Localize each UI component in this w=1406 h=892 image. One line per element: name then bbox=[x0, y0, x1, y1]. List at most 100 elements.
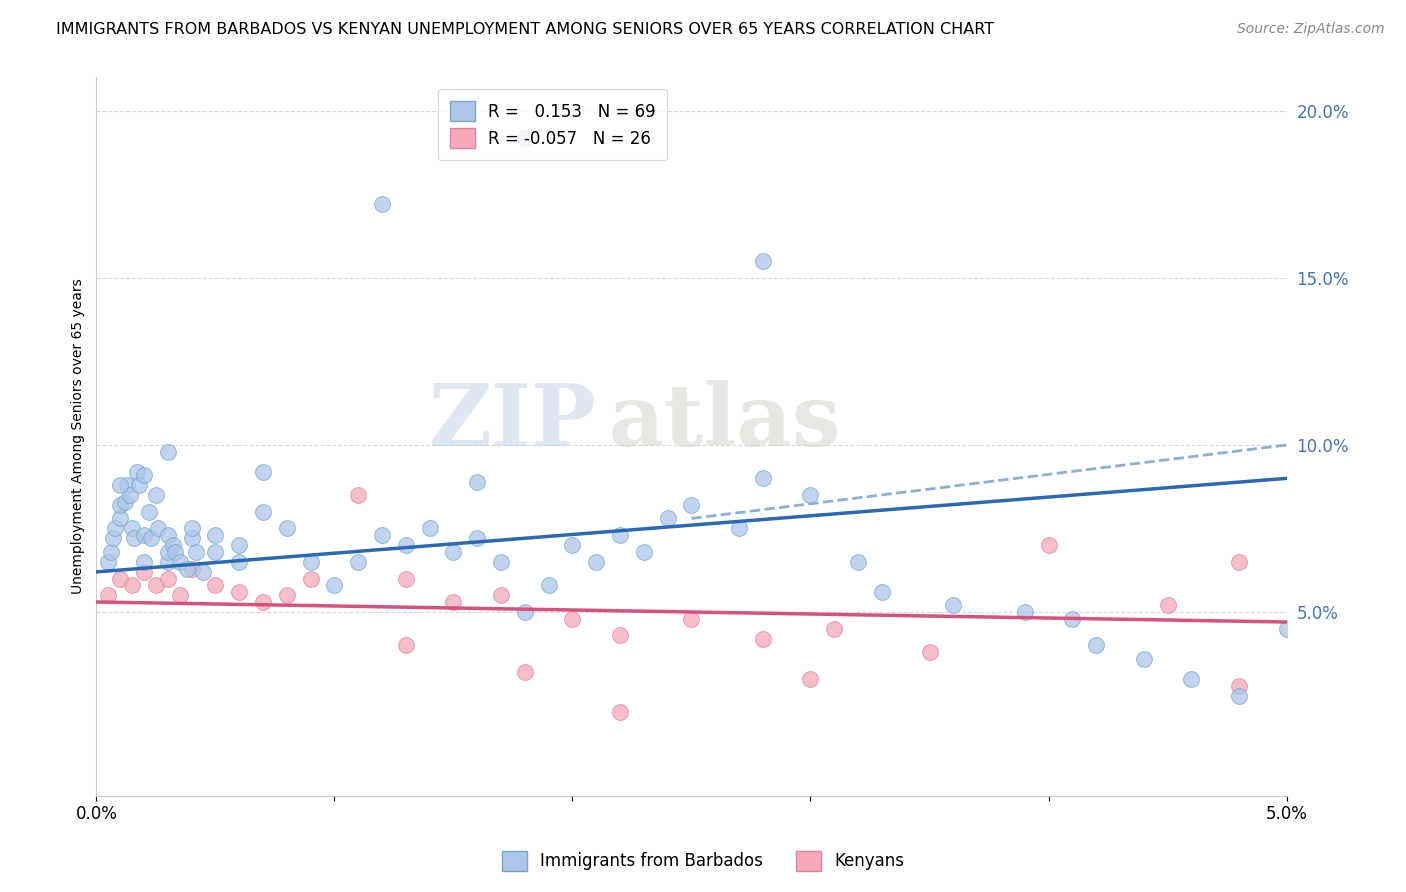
Point bbox=[104, 521, 127, 535]
Point bbox=[169, 555, 191, 569]
Point bbox=[561, 612, 583, 626]
Point bbox=[799, 488, 821, 502]
Point bbox=[100, 545, 122, 559]
Point bbox=[193, 565, 215, 579]
Point bbox=[108, 478, 131, 492]
Point bbox=[156, 555, 179, 569]
Point bbox=[132, 555, 155, 569]
Point bbox=[347, 555, 370, 569]
Point bbox=[752, 471, 775, 485]
Point bbox=[97, 588, 120, 602]
Point bbox=[513, 665, 536, 680]
Point bbox=[132, 565, 155, 579]
Point bbox=[276, 521, 298, 535]
Point bbox=[128, 478, 150, 492]
Point bbox=[156, 444, 179, 458]
Point bbox=[1275, 622, 1298, 636]
Point bbox=[633, 545, 655, 559]
Point bbox=[395, 639, 418, 653]
Point bbox=[1180, 672, 1202, 686]
Point bbox=[156, 528, 179, 542]
Point bbox=[145, 578, 167, 592]
Point bbox=[465, 532, 488, 546]
Point bbox=[299, 555, 322, 569]
Point bbox=[124, 532, 146, 546]
Point bbox=[799, 672, 821, 686]
Text: ZIP: ZIP bbox=[429, 380, 596, 464]
Point bbox=[117, 478, 139, 492]
Legend: Immigrants from Barbados, Kenyans: Immigrants from Barbados, Kenyans bbox=[494, 842, 912, 880]
Point bbox=[323, 578, 346, 592]
Point bbox=[681, 498, 703, 512]
Point bbox=[139, 532, 162, 546]
Point bbox=[121, 578, 143, 592]
Point bbox=[176, 561, 198, 575]
Point bbox=[299, 572, 322, 586]
Point bbox=[228, 538, 250, 552]
Point bbox=[728, 521, 751, 535]
Point bbox=[204, 545, 226, 559]
Point bbox=[97, 555, 120, 569]
Point bbox=[180, 561, 202, 575]
Point bbox=[585, 555, 607, 569]
Point bbox=[121, 521, 143, 535]
Point bbox=[132, 528, 155, 542]
Point bbox=[132, 468, 155, 483]
Y-axis label: Unemployment Among Seniors over 65 years: Unemployment Among Seniors over 65 years bbox=[72, 278, 86, 594]
Point bbox=[1323, 679, 1346, 693]
Point bbox=[489, 555, 512, 569]
Point bbox=[1132, 652, 1154, 666]
Point bbox=[846, 555, 869, 569]
Point bbox=[276, 588, 298, 602]
Point bbox=[371, 528, 394, 542]
Point bbox=[609, 705, 631, 719]
Point bbox=[118, 488, 141, 502]
Point bbox=[1227, 555, 1250, 569]
Point bbox=[180, 521, 202, 535]
Point bbox=[252, 505, 274, 519]
Point bbox=[1227, 689, 1250, 703]
Point bbox=[823, 622, 845, 636]
Point bbox=[513, 130, 536, 145]
Point bbox=[1085, 639, 1108, 653]
Point bbox=[371, 197, 394, 211]
Point bbox=[1038, 538, 1060, 552]
Text: Source: ZipAtlas.com: Source: ZipAtlas.com bbox=[1237, 22, 1385, 37]
Point bbox=[465, 475, 488, 489]
Point bbox=[1062, 612, 1084, 626]
Point bbox=[1014, 605, 1036, 619]
Point bbox=[252, 595, 274, 609]
Point bbox=[441, 595, 464, 609]
Point bbox=[204, 528, 226, 542]
Point bbox=[228, 585, 250, 599]
Point bbox=[101, 532, 124, 546]
Point bbox=[114, 494, 136, 508]
Point bbox=[918, 645, 941, 659]
Point bbox=[138, 505, 160, 519]
Point bbox=[870, 585, 893, 599]
Point bbox=[148, 521, 170, 535]
Point bbox=[163, 545, 186, 559]
Point bbox=[489, 588, 512, 602]
Point bbox=[942, 599, 965, 613]
Point bbox=[441, 545, 464, 559]
Point bbox=[180, 532, 202, 546]
Point bbox=[395, 572, 418, 586]
Point bbox=[108, 498, 131, 512]
Point bbox=[204, 578, 226, 592]
Point bbox=[252, 465, 274, 479]
Point bbox=[1156, 599, 1178, 613]
Point bbox=[513, 605, 536, 619]
Point bbox=[145, 488, 167, 502]
Point bbox=[108, 511, 131, 525]
Point bbox=[537, 578, 560, 592]
Point bbox=[186, 545, 208, 559]
Point bbox=[681, 612, 703, 626]
Point bbox=[1371, 689, 1393, 703]
Point bbox=[228, 555, 250, 569]
Point bbox=[395, 538, 418, 552]
Point bbox=[609, 528, 631, 542]
Point bbox=[162, 538, 184, 552]
Point bbox=[108, 572, 131, 586]
Text: IMMIGRANTS FROM BARBADOS VS KENYAN UNEMPLOYMENT AMONG SENIORS OVER 65 YEARS CORR: IMMIGRANTS FROM BARBADOS VS KENYAN UNEMP… bbox=[56, 22, 994, 37]
